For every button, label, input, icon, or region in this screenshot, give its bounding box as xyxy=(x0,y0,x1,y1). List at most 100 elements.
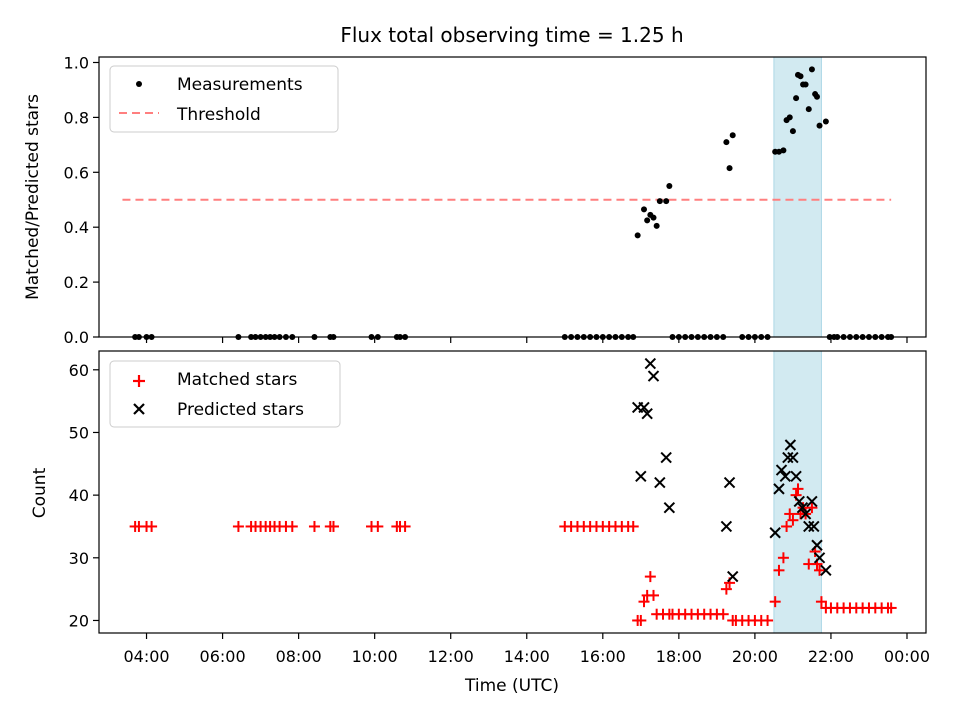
x-axis-label: Time (UTC) xyxy=(464,676,559,696)
top-x-ticks xyxy=(145,337,908,343)
predicted-star-point xyxy=(775,464,788,476)
legend-label-measurements: Measurements xyxy=(177,75,303,95)
x-tick-label: 04:00 xyxy=(123,647,169,666)
x-tick-label: 00:00 xyxy=(884,647,930,666)
measurement-point xyxy=(780,147,787,154)
x-tick-label: 06:00 xyxy=(200,647,246,666)
matched-star-point xyxy=(627,520,639,532)
top-panel: 0.0 0.2 0.4 0.6 0.8 1.0 Matched/Predicted sta… xyxy=(23,53,927,347)
legend-marker-predicted xyxy=(133,403,145,415)
matched-star-point xyxy=(638,596,650,608)
measurement-point xyxy=(786,114,793,121)
bottom-legend-box xyxy=(109,360,341,428)
predicted-stars-points xyxy=(631,357,832,583)
matched-star-point xyxy=(777,552,789,564)
chart-title: Flux total observing time = 1.25 h xyxy=(340,23,683,47)
predicted-star-point xyxy=(793,495,805,508)
predicted-star-point xyxy=(820,564,832,577)
predicted-star-point xyxy=(769,527,781,539)
predicted-star-point xyxy=(723,476,736,489)
measurement-point xyxy=(644,217,651,224)
predicted-star-point xyxy=(720,520,733,533)
top-y-ticks: 0.0 0.2 0.4 0.6 0.8 1.0 xyxy=(64,53,99,347)
measurement-point xyxy=(789,128,796,135)
matched-star-point xyxy=(773,564,785,576)
x-tick-label: 12:00 xyxy=(428,647,474,666)
measurement-point xyxy=(723,139,730,146)
measurement-point xyxy=(666,183,673,190)
top-highlight-span xyxy=(773,56,822,338)
predicted-star-point xyxy=(813,552,826,564)
x-tick-label: 20:00 xyxy=(732,647,778,666)
matched-star-point xyxy=(399,520,411,532)
y-tick-label: 0.6 xyxy=(64,163,89,182)
y-tick-label: 0.4 xyxy=(64,218,89,237)
predicted-star-point xyxy=(647,370,660,382)
measurement-point xyxy=(663,198,670,205)
measurement-point xyxy=(814,93,821,100)
predicted-star-point xyxy=(660,451,672,464)
matched-star-point xyxy=(717,608,729,620)
y-tick-label: 20 xyxy=(69,611,89,630)
predicted-star-point xyxy=(654,476,666,489)
predicted-star-point xyxy=(808,520,820,533)
x-tick-label: 18:00 xyxy=(656,647,702,666)
measurement-point xyxy=(726,165,733,172)
predicted-star-point xyxy=(773,483,785,495)
y-tick-label: 40 xyxy=(69,486,89,505)
measurement-point xyxy=(793,95,800,102)
predicted-star-point xyxy=(799,508,812,520)
x-tick-label: 22:00 xyxy=(808,647,854,666)
matched-star-point xyxy=(635,614,647,626)
matched-star-point xyxy=(720,583,732,595)
matched-star-point xyxy=(792,483,804,495)
matched-star-point xyxy=(814,564,826,576)
measurement-point xyxy=(729,132,736,139)
top-legend-box xyxy=(109,65,339,133)
predicted-star-point xyxy=(811,539,823,551)
matched-star-point xyxy=(815,596,827,608)
matched-star-point xyxy=(784,508,796,520)
bottom-x-ticks: 04:00 06:00 08:00 10:00 12:00 14:00 16:00 18:00… xyxy=(123,633,930,666)
x-tick-label: 08:00 xyxy=(276,647,322,666)
legend-marker-measurements xyxy=(136,81,142,87)
y-tick-label: 1.0 xyxy=(64,53,89,72)
x-tick-label: 14:00 xyxy=(504,647,550,666)
matched-star-point xyxy=(885,602,897,614)
y-tick-label: 0.8 xyxy=(64,108,89,127)
matched-star-point xyxy=(372,520,384,532)
predicted-star-point xyxy=(635,470,647,483)
predicted-star-point xyxy=(641,407,653,420)
matched-star-point xyxy=(762,614,774,626)
measurement-point xyxy=(634,232,641,239)
measurement-point xyxy=(653,222,660,229)
y-tick-label: 30 xyxy=(69,549,89,568)
matched-star-point xyxy=(644,571,656,583)
bottom-y-axis-label: Count xyxy=(30,467,50,518)
matched-star-point xyxy=(308,520,320,532)
y-tick-label: 0.0 xyxy=(64,328,89,347)
predicted-star-point xyxy=(638,401,650,414)
matched-stars-points xyxy=(129,483,897,626)
predicted-star-point xyxy=(790,470,802,483)
y-tick-label: 50 xyxy=(69,423,89,442)
legend-label-matched: Matched stars xyxy=(177,370,297,390)
predicted-star-point xyxy=(644,357,657,370)
measurement-point xyxy=(808,66,815,73)
bottom-panel: 20 30 40 50 60 04:00 06:00 08:00 10:00 12:00 14:0… xyxy=(30,350,930,696)
predicted-star-point xyxy=(806,495,818,508)
predicted-star-point xyxy=(727,570,739,583)
bottom-y-ticks: 20 30 40 50 60 xyxy=(69,361,99,630)
x-tick-label: 16:00 xyxy=(580,647,626,666)
measurement-point xyxy=(805,106,812,113)
predicted-star-point xyxy=(803,520,815,533)
measurement-point xyxy=(640,206,647,213)
measurement-point xyxy=(802,81,809,88)
matched-star-point xyxy=(787,514,799,526)
measurement-point xyxy=(797,73,804,80)
y-tick-label: 60 xyxy=(69,361,89,380)
y-tick-label: 0.2 xyxy=(64,273,89,292)
matched-star-point xyxy=(146,520,158,532)
matched-star-point xyxy=(806,502,818,514)
